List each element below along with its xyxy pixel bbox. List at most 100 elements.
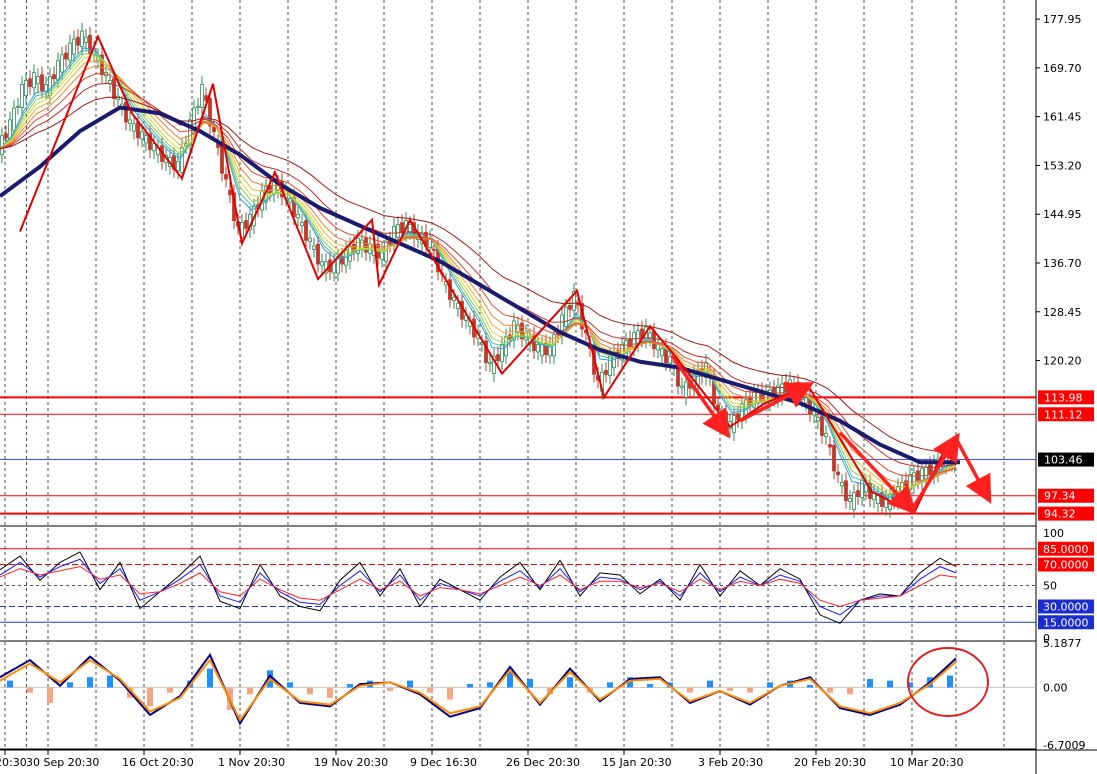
candle-body	[824, 432, 828, 438]
candle-body	[296, 214, 300, 219]
candle-body	[684, 381, 688, 398]
macd-histogram-bar	[747, 687, 753, 693]
candle-body	[336, 257, 340, 274]
price-label-box	[1038, 452, 1094, 467]
macd-histogram-bar	[687, 687, 693, 693]
macd-histogram-bar	[947, 675, 953, 688]
candle-body	[140, 131, 144, 140]
macd-histogram-bar	[347, 684, 353, 688]
time-tick-label: 19 Nov 20:30	[314, 756, 388, 769]
candle-body	[568, 304, 572, 310]
macd-histogram-bar	[847, 687, 853, 695]
candle-body	[68, 42, 72, 61]
candle-body	[176, 160, 180, 171]
macd-tick-label: 0.00	[1043, 682, 1068, 695]
candle-body	[364, 237, 368, 253]
time-tick-label: 15 Jan 20:30	[602, 756, 672, 769]
time-tick-label: 20:30	[0, 756, 27, 769]
macd-histogram-bar	[647, 684, 653, 688]
macd-histogram-bar	[567, 677, 573, 688]
candle-body	[520, 322, 524, 340]
candle-body	[132, 123, 136, 132]
macd-histogram-bar	[427, 687, 433, 693]
candle-body	[836, 471, 840, 476]
macd-histogram-bar	[527, 678, 533, 688]
macd-histogram-bar	[147, 687, 153, 707]
candle-body	[72, 38, 76, 55]
candle-body	[852, 492, 856, 510]
time-tick-label: 26 Dec 20:30	[506, 756, 580, 769]
candle-body	[144, 135, 148, 144]
candle-body	[540, 344, 544, 357]
time-tick-label: 30 Sep 20:30	[26, 756, 99, 769]
candle-body	[320, 261, 324, 266]
candle-body	[24, 80, 28, 97]
candle-body	[100, 54, 104, 76]
candle-body	[488, 361, 492, 365]
candle-body	[288, 198, 292, 203]
macd-histogram-bar	[907, 682, 913, 688]
candle-body	[452, 296, 456, 302]
macd-histogram-bar	[167, 687, 173, 693]
time-tick-label: 10 Mar 20:30	[890, 756, 963, 769]
macd-tick-label: 5.1877	[1043, 637, 1082, 650]
annotation-arrow	[910, 432, 960, 511]
candle-body	[496, 354, 500, 361]
candle-body	[628, 338, 632, 348]
candle-body	[828, 444, 832, 448]
macd-histogram-bar	[547, 687, 553, 695]
macd-histogram-bar	[307, 687, 313, 695]
price-tick-label: 120.20	[1043, 355, 1082, 368]
candle-body	[128, 119, 132, 124]
candle-body	[516, 324, 520, 333]
candle-body	[52, 74, 56, 80]
candle-body	[604, 370, 608, 375]
candle-body	[804, 397, 808, 404]
candle-body	[736, 413, 740, 421]
oscillator-level-text: 70.0000	[1043, 559, 1089, 572]
price-label-text: 94.32	[1044, 508, 1076, 521]
candle-body	[840, 482, 844, 487]
time-tick-label: 20 Feb 20:30	[794, 756, 866, 769]
annotation-arrow	[670, 354, 731, 439]
candle-body	[308, 237, 312, 242]
macd-histogram-bar	[487, 682, 493, 688]
macd-histogram-bar	[87, 677, 93, 688]
annotation-arrow	[838, 431, 917, 515]
candle-body	[548, 344, 552, 357]
candle-body	[4, 133, 8, 139]
price-label-text: 103.46	[1044, 454, 1083, 467]
candle-body	[32, 72, 36, 89]
time-tick-label: 16 Oct 20:30	[122, 756, 194, 769]
candle-body	[16, 105, 20, 108]
macd-tick-label: -6.7009	[1043, 739, 1085, 752]
candle-body	[44, 84, 48, 93]
candle-body	[608, 356, 612, 376]
price-tick-label: 144.95	[1043, 208, 1082, 221]
macd-histogram-bar	[827, 687, 833, 693]
price-label-text: 97.34	[1044, 490, 1076, 503]
annotation-arrow	[954, 437, 992, 504]
macd-histogram-bar	[107, 675, 113, 688]
price-tick-label: 169.70	[1043, 62, 1082, 75]
candle-body	[660, 348, 664, 357]
candle-body	[192, 107, 196, 132]
candle-body	[224, 174, 228, 180]
macd-histogram-bar	[67, 682, 73, 688]
oscillator-level-box	[1038, 557, 1094, 572]
candle-body	[212, 126, 216, 133]
macd-histogram-bar	[247, 687, 253, 695]
price-tick-label: 153.20	[1043, 159, 1082, 172]
oscillator-level-box	[1038, 599, 1094, 614]
oscillator-level-box	[1038, 615, 1094, 630]
macd-histogram-bar	[7, 680, 13, 688]
candle-body	[180, 147, 184, 173]
candle-body	[500, 344, 504, 363]
candle-body	[492, 356, 496, 374]
macd-histogram-bar	[387, 687, 393, 691]
oscillator-level-text: 30.0000	[1043, 601, 1089, 614]
macd-macd-line	[0, 652, 957, 726]
candle-body	[400, 222, 404, 233]
